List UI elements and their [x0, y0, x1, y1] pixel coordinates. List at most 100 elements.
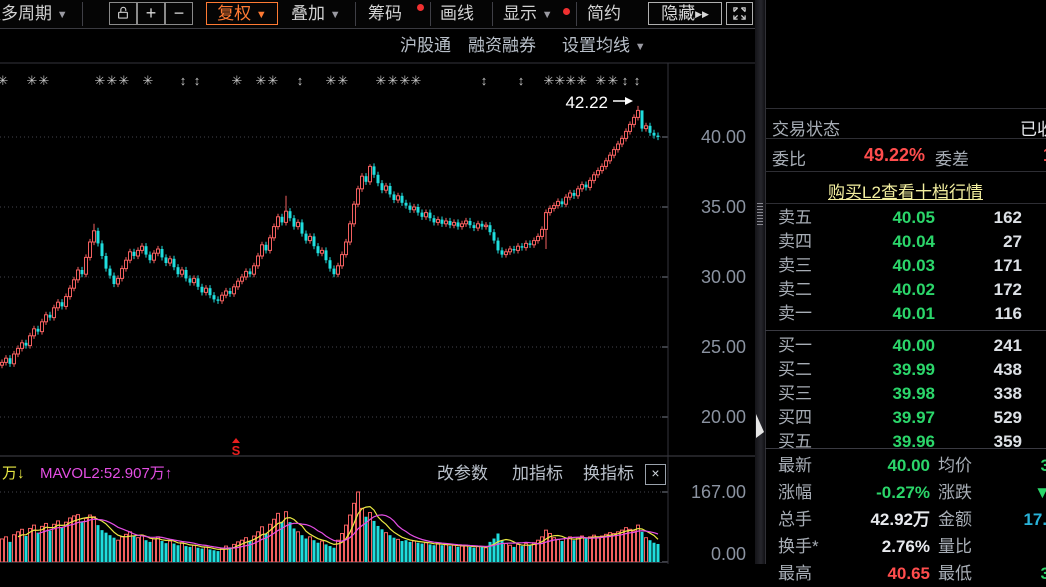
bid-qty: 241 — [993, 336, 1022, 355]
zoom-in-button[interactable]: + — [137, 2, 165, 25]
svg-text:✳: ✳ — [95, 73, 106, 88]
margin-trading-tag[interactable]: 融资融券 — [468, 36, 536, 55]
bid-row-4[interactable]: 买四 39.97 529 — [765, 406, 1046, 429]
divider — [765, 330, 1046, 331]
ask-row-1[interactable]: 卖一 40.01 116 — [765, 302, 1046, 325]
splitter-grip-icon[interactable] — [757, 203, 763, 225]
chevron-down-icon: ▼ — [56, 9, 68, 21]
ask-price: 40.02 — [892, 280, 935, 299]
divider — [492, 2, 493, 26]
mavol2-line — [37, 514, 659, 549]
bid-level-label: 买一 — [778, 336, 812, 355]
ask-row-2[interactable]: 卖二 40.02 172 — [765, 278, 1046, 301]
ask-qty: 171 — [993, 256, 1022, 275]
ask-level-label: 卖三 — [778, 256, 812, 275]
chevron-down-icon: ▼ — [255, 9, 267, 21]
bid-price: 39.96 — [892, 432, 935, 451]
stat-value: 39.61 — [1040, 564, 1046, 583]
bid-level-label: 买三 — [778, 384, 812, 403]
stat-value: 17.10亿 — [1023, 510, 1046, 529]
ask-level-label: 卖四 — [778, 232, 812, 251]
svg-text:✳: ✳ — [232, 73, 243, 88]
chips-button[interactable]: 筹码 — [368, 4, 402, 23]
volume-axis-label: 0.00 — [711, 544, 746, 564]
stat-label: 金额 — [938, 510, 972, 529]
l2-upsell-link[interactable]: 购买L2查看十档行情 — [828, 183, 983, 202]
svg-text:✳: ✳ — [143, 73, 154, 88]
panel-splitter[interactable] — [755, 0, 765, 564]
ask-level-label: 卖一 — [778, 304, 812, 323]
mavol1-line — [17, 505, 659, 550]
weicha-label: 委差 — [935, 150, 969, 169]
svg-text:✳: ✳ — [596, 73, 607, 88]
zoom-out-button[interactable]: − — [165, 2, 193, 25]
chevron-down-icon: ▼ — [329, 9, 341, 21]
ask-row-3[interactable]: 卖三 40.03 171 — [765, 254, 1046, 277]
bid-row-5[interactable]: 买五 39.96 359 — [765, 430, 1046, 453]
svg-text:↕: ↕ — [481, 73, 488, 88]
stats-row: 换手* 2.76% 量比 0.96 — [765, 533, 1046, 560]
price-axis-label: 40.00 — [701, 127, 746, 147]
bid-row-2[interactable]: 买二 39.99 438 — [765, 358, 1046, 381]
svg-text:✳: ✳ — [544, 73, 555, 88]
svg-text:✳: ✳ — [107, 73, 118, 88]
unlock-button[interactable] — [109, 2, 137, 25]
divider — [765, 138, 1046, 139]
svg-text:✳: ✳ — [119, 73, 130, 88]
splitter-arrow-icon[interactable] — [756, 414, 764, 438]
svg-text:✳: ✳ — [338, 73, 349, 88]
kline-chart[interactable]: 40.00 35.00 30.00 25.00 20.00 167.00 0.00 ✳ ✳ ✳ ✳ ✳… — [0, 0, 755, 564]
overlay-dropdown[interactable]: 叠加 ▼ — [291, 4, 341, 23]
bid-row-1[interactable]: 买一 40.00 241 — [765, 334, 1046, 357]
stat-value: 42.92万 — [870, 510, 930, 529]
chevron-down-icon: ▼ — [634, 41, 646, 53]
bid-level-label: 买二 — [778, 360, 812, 379]
ask-price: 40.01 — [892, 304, 935, 323]
close-indicator-button[interactable]: × — [645, 464, 666, 485]
ask-row-4[interactable]: 卖四 40.04 27 — [765, 230, 1046, 253]
ask-level-label: 卖五 — [778, 208, 812, 227]
ask-row-5[interactable]: 卖五 40.05 162 — [765, 206, 1046, 229]
candles — [0, 105, 660, 369]
chevron-down-icon: ▼ — [541, 9, 553, 21]
ask-qty: 27 — [1003, 232, 1022, 251]
edit-params-button[interactable]: 改参数 — [437, 464, 488, 483]
bid-price: 39.97 — [892, 408, 935, 427]
sell-signal-marker: S — [232, 438, 241, 458]
draw-line-button[interactable]: 画线 — [440, 4, 474, 23]
bid-price: 39.98 — [892, 384, 935, 403]
svg-text:✳: ✳ — [400, 73, 411, 88]
stats-row: 涨幅 -0.27% 涨跌 ▼0.11 — [765, 479, 1046, 506]
stat-label: 最高 — [778, 564, 812, 583]
price-axis-label: 35.00 — [701, 197, 746, 217]
display-dropdown[interactable]: 显示 ▼ — [503, 4, 553, 23]
fullscreen-button[interactable] — [726, 2, 753, 25]
divider — [765, 203, 1046, 204]
stat-value: ▼0.11 — [1034, 483, 1046, 502]
bid-row-3[interactable]: 买三 39.98 338 — [765, 382, 1046, 405]
ask-level-label: 卖二 — [778, 280, 812, 299]
stat-label: 量比 — [938, 537, 972, 556]
hgt-tag[interactable]: 沪股通 — [400, 36, 451, 55]
simple-mode-button[interactable]: 简约 — [587, 4, 621, 23]
hide-panel-button[interactable]: 隐藏▶▶ — [648, 2, 722, 25]
stat-value: -0.27% — [876, 483, 930, 502]
switch-indicator-button[interactable]: 换指标 — [583, 464, 634, 483]
stat-label: 换手* — [778, 537, 819, 556]
set-ma-dropdown[interactable]: 设置均线 ▼ — [562, 36, 646, 55]
periods-dropdown[interactable]: 更多周期 ▼ — [0, 4, 68, 23]
svg-text:↕: ↕ — [518, 73, 525, 88]
bid-price: 40.00 — [892, 336, 935, 355]
bid-level-label: 买五 — [778, 432, 812, 451]
bid-qty: 359 — [993, 432, 1022, 451]
bid-qty: 338 — [993, 384, 1022, 403]
add-indicator-button[interactable]: 加指标 — [512, 464, 563, 483]
adjust-price-button[interactable]: 复权 ▼ — [206, 2, 278, 25]
weicha-value: 1257 — [995, 145, 1046, 166]
svg-text:42.22: 42.22 — [565, 93, 608, 112]
stat-label: 涨幅 — [778, 483, 812, 502]
event-markers: ✳ ✳ ✳ ✳ ✳ ✳ ✳ ↕ ↕ ✳ ✳ ✳ ↕ ✳ ✳ ✳ ✳ ✳ ✳ ↕ ↕ ✳ ✳ ✳ ✳ ✳ ✳ ↕ ↕ — [0, 73, 640, 88]
svg-text:✳: ✳ — [577, 73, 588, 88]
